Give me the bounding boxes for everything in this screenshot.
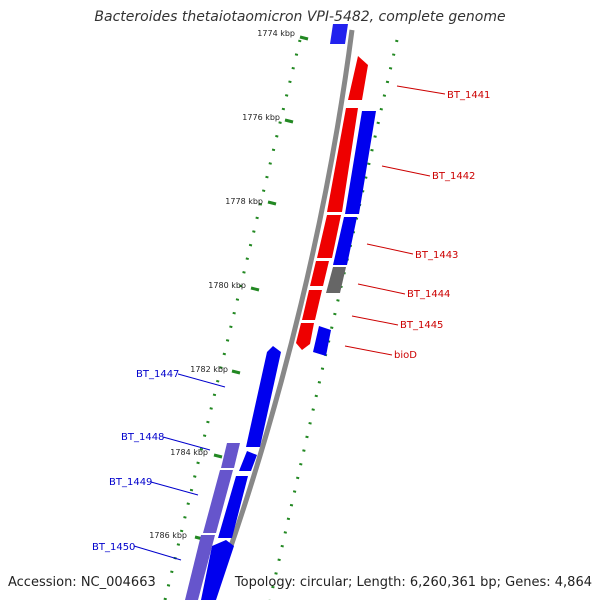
tick-mark [284, 118, 294, 124]
gene-block-bt1443[interactable] [317, 215, 341, 258]
right-dotted-track [268, 39, 399, 600]
gene-label-bt1448[interactable]: BT_1448 [121, 432, 164, 443]
gene-label-bt1442[interactable]: BT_1442 [432, 171, 475, 182]
gene-block-bt1444-gray[interactable] [326, 267, 346, 293]
tick-mark [250, 286, 260, 292]
gene-block-bt1444[interactable] [310, 261, 329, 286]
gene-label-bt1445[interactable]: BT_1445 [400, 320, 443, 331]
gene-labels: BT_1441 BT_1442 BT_1443 BT_1444 BT_1445 … [92, 90, 490, 553]
accession-text: Accession: NC_004663 [8, 575, 156, 590]
gene-label-bt1447[interactable]: BT_1447 [136, 369, 179, 380]
tick-label: 1776 kbp [242, 113, 280, 122]
gene-label-bt1443[interactable]: BT_1443 [415, 250, 458, 261]
tick-label: 1784 kbp [170, 448, 208, 457]
gene-label-bt1441[interactable]: BT_1441 [447, 90, 490, 101]
gene-label-bt1444[interactable]: BT_1444 [407, 289, 450, 300]
gene-block-bt1449[interactable] [218, 476, 248, 538]
gene-block-bt1446[interactable] [296, 323, 314, 350]
gene-block-bt1445[interactable] [302, 290, 322, 320]
map-title: Bacteroides thetaiotaomicron VPI-5482, c… [94, 9, 506, 25]
gene-block-biod[interactable] [313, 326, 331, 356]
gene-block-bt1450[interactable] [201, 540, 234, 600]
gene-label-bt1449[interactable]: BT_1449 [109, 477, 152, 488]
tick-mark [231, 369, 241, 375]
gene-block-bt1442-blue[interactable] [345, 111, 376, 214]
tick-label: 1780 kbp [208, 281, 246, 290]
gene-block-bt1449-purple[interactable] [203, 470, 233, 533]
tick-label: 1782 kbp [190, 365, 228, 374]
gene-block-bt1448[interactable] [239, 451, 257, 471]
gene-block-bt1441[interactable] [348, 56, 368, 100]
tick-label: 1778 kbp [225, 197, 263, 206]
gene-block-bt1447[interactable] [246, 346, 281, 447]
gene-block-bt1442[interactable] [327, 108, 358, 212]
tick-mark [299, 35, 309, 41]
gene-block-top-blue[interactable] [330, 24, 348, 44]
tick-label: 1774 kbp [257, 29, 295, 38]
gene-block-bt1443-blue[interactable] [333, 217, 357, 265]
gene-block-bt1450-purple[interactable] [185, 535, 215, 600]
tick-labels: 1774 kbp 1776 kbp 1778 kbp 1780 kbp 1782… [149, 29, 295, 540]
gene-label-bt1450[interactable]: BT_1450 [92, 542, 135, 553]
genome-summary-text: Topology: circular; Length: 6,260,361 bp… [234, 575, 592, 590]
genome-backbone [209, 29, 355, 600]
leader-lines [133, 85, 446, 561]
tick-mark [213, 453, 223, 459]
tick-label: 1786 kbp [149, 531, 187, 540]
gene-label-biod[interactable]: bioD [394, 350, 417, 361]
tick-mark [267, 200, 277, 206]
tick-marks [194, 35, 309, 541]
gene-block-bt1448-purple[interactable] [221, 443, 240, 468]
